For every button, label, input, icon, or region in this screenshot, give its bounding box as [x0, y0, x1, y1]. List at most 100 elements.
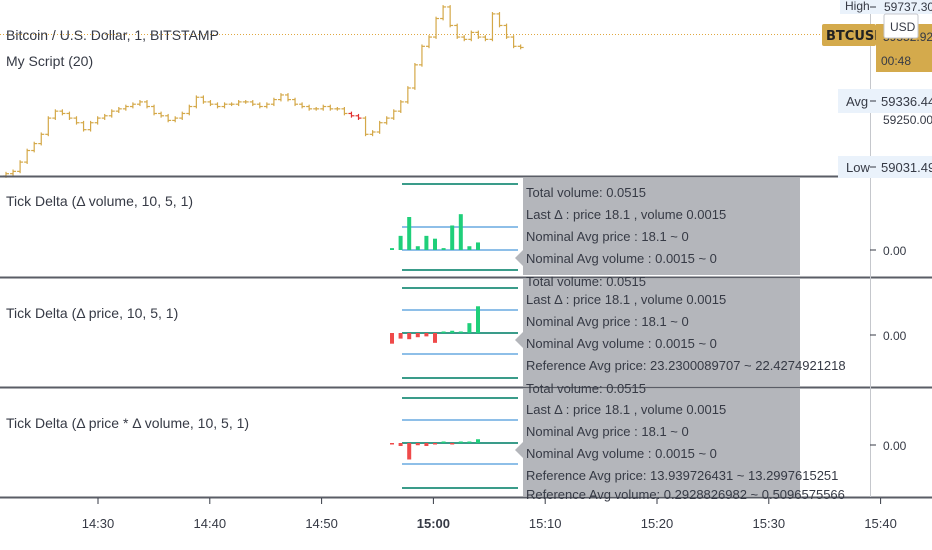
time-tick-label: 14:50 [305, 516, 338, 531]
ohlc-bar [433, 16, 440, 39]
high-label-bg [840, 0, 932, 14]
tooltip-line: Total volume: 0.0515 [526, 381, 646, 396]
delta-bar [467, 323, 472, 333]
avg-value: 59336.44 [881, 94, 932, 109]
delta-bar [407, 333, 412, 340]
ohlc-bar [101, 113, 108, 120]
delta-bar [407, 217, 412, 250]
delta-bar [476, 306, 480, 333]
ohlc-bar [517, 44, 524, 50]
ohlc-bar [10, 169, 17, 176]
low-label-bg [838, 156, 932, 178]
ohlc-bar [165, 113, 172, 123]
ohlc-bar [313, 106, 320, 111]
ohlc-bar [306, 104, 313, 111]
ohlc-bar [59, 109, 66, 116]
ohlc-bar [468, 30, 475, 42]
tick-delta-price-pane[interactable] [390, 287, 518, 379]
low-label: Low [846, 160, 870, 175]
ohlc-bar [122, 104, 129, 111]
delta-bar [458, 214, 463, 250]
delta-bar [441, 248, 446, 250]
delta-bar [467, 246, 472, 250]
ohlc-bar [270, 97, 277, 107]
currency-badge[interactable] [883, 13, 919, 39]
pane-axis-value: 0.00 [883, 329, 907, 343]
delta-bar [415, 333, 420, 338]
delta-bar [433, 333, 437, 343]
ohlc-bar [242, 100, 249, 104]
tooltip-line: Last Δ : price 18.1 , volume 0.0015 [526, 207, 726, 222]
ohlc-bar [193, 95, 200, 109]
ticker-badge[interactable] [822, 24, 876, 46]
pane-axis-value: 0.00 [883, 244, 907, 258]
ohlc-bar [482, 35, 489, 42]
time-tick-label: 14:40 [194, 516, 227, 531]
delta-bar [390, 248, 394, 250]
ohlc-bar [277, 93, 284, 102]
ohlc-bar [17, 160, 24, 174]
ohlc-bar [87, 120, 94, 132]
ohlc-bar [249, 100, 256, 107]
ohlc-bar [503, 23, 510, 39]
tooltip-line: Last Δ : price 18.1 , volume 0.0015 [526, 402, 726, 417]
ohlc-bar [461, 35, 468, 42]
avg-label-bg [838, 89, 932, 113]
countdown: 00:48 [881, 54, 911, 68]
tooltip-line: Nominal Avg price : 18.1 ~ 0 [526, 424, 689, 439]
tooltip-line: Nominal Avg volume : 0.0015 ~ 0 [526, 251, 717, 266]
tooltip-line: Nominal Avg price : 18.1 ~ 0 [526, 314, 689, 329]
delta-bar [390, 333, 394, 344]
ohlc-bar [179, 111, 186, 120]
ohlc-bar [334, 106, 341, 111]
delta-bar [450, 225, 455, 250]
ohlc-bar [94, 116, 101, 125]
ohlc-bar [24, 148, 31, 164]
ohlc-bar [496, 12, 503, 28]
tick-delta-volume-pane[interactable] [390, 183, 518, 271]
pane-title-price-volume[interactable]: Tick Delta (Δ price * Δ volume, 10, 5, 1… [6, 415, 249, 431]
price-pane[interactable]: Bitcoin / U.S. Dollar, 1, BITSTAMP My Sc… [0, 5, 822, 178]
time-tick-label: 15:40 [864, 516, 897, 531]
ticker-badge-text: BTCUSD [826, 29, 885, 44]
delta-bar [458, 441, 463, 443]
ohlc-bar [454, 23, 461, 39]
symbol-title[interactable]: Bitcoin / U.S. Dollar, 1, BITSTAMP [6, 27, 219, 43]
ohlc-bar [475, 30, 482, 39]
ohlc-bar [292, 97, 299, 107]
script-title[interactable]: My Script (20) [6, 53, 93, 69]
delta-bar [476, 439, 480, 443]
high-label: High [845, 0, 870, 13]
ohlc-bar [221, 102, 228, 109]
ohlc-bar [172, 116, 179, 123]
time-axis[interactable]: 14:30 14:40 14:50 15:00 15:10 15:20 15:30 15:40 [82, 498, 897, 531]
ohlc-bar [186, 104, 193, 116]
delta-bar [441, 441, 446, 443]
high-value: 59737.30 [884, 0, 932, 14]
price-axis[interactable]: High 59737.30 BTCUSD 59552.92 00:48 USD … [822, 0, 932, 178]
ohlc-bar [263, 102, 270, 109]
low-value: 59031.49 [881, 160, 932, 175]
delta-bar [415, 246, 420, 250]
ohlc-bar [341, 106, 348, 116]
ohlc-bar [285, 93, 291, 102]
delta-bar [450, 443, 455, 445]
tick-delta-price-volume-pane[interactable] [390, 397, 518, 489]
tooltip-pane-0: Total volume: 0.0515 Last Δ : price 18.1… [515, 178, 800, 275]
tooltip-pane-2: Total volume: 0.0515 Last Δ : price 18.1… [515, 381, 845, 502]
delta-bar [458, 331, 463, 333]
ohlc-bar [52, 109, 59, 120]
ohlc-bar [214, 102, 221, 109]
tooltip-line: Nominal Avg volume : 0.0015 ~ 0 [526, 446, 717, 461]
pane-title-price[interactable]: Tick Delta (Δ price, 10, 5, 1) [6, 305, 178, 321]
delta-bar [467, 441, 472, 443]
ohlc-bar [327, 104, 334, 111]
tooltip-line: Total volume: 0.0515 [526, 274, 646, 289]
ohlc-bar [66, 111, 73, 120]
time-tick-label: 15:30 [753, 516, 786, 531]
pane-title-volume[interactable]: Tick Delta (Δ volume, 10, 5, 1) [6, 193, 193, 209]
currency-badge-text: USD [890, 20, 916, 34]
delta-bar [433, 238, 437, 250]
tooltip-bg [515, 279, 800, 386]
